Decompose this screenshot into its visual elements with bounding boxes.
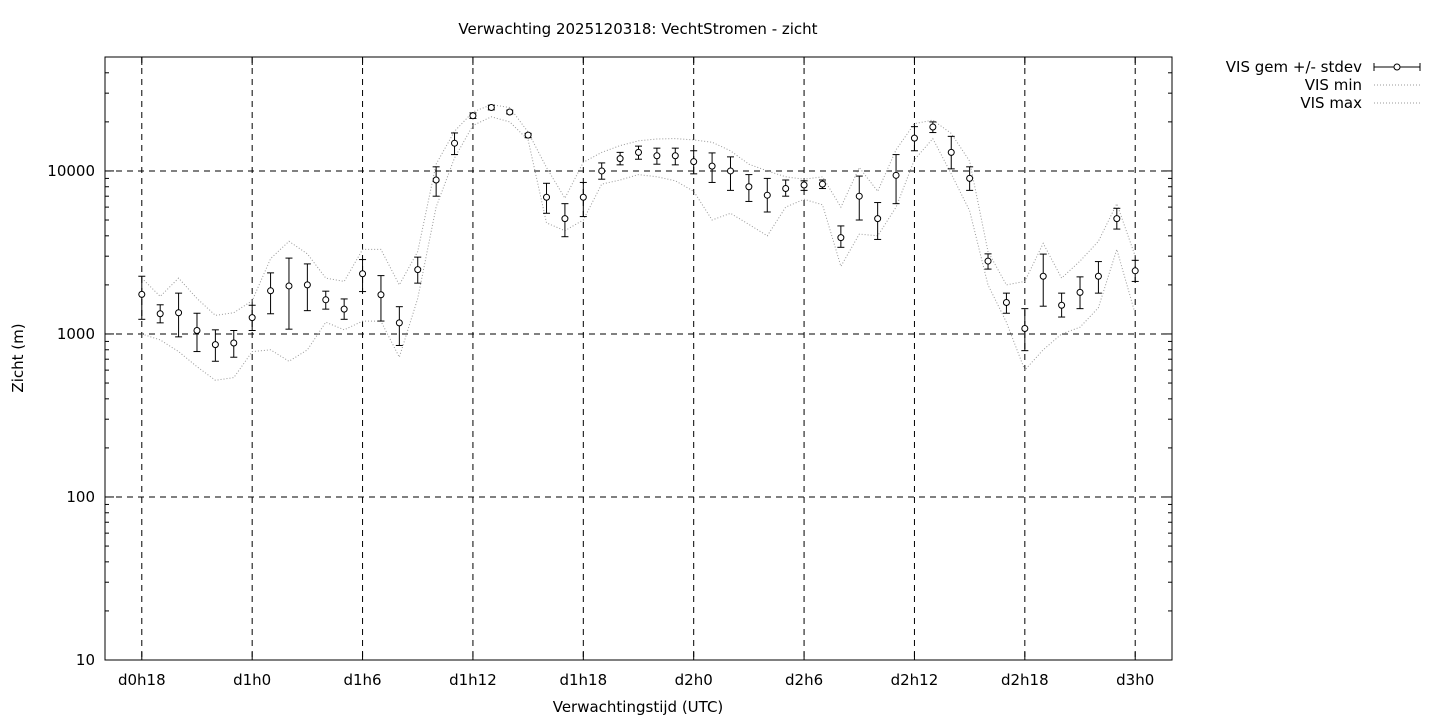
data-point xyxy=(340,305,348,313)
y-axis-label: Zicht (m) xyxy=(9,323,27,392)
data-point xyxy=(616,155,624,163)
data-point xyxy=(929,123,937,131)
data-point xyxy=(506,108,514,116)
data-point xyxy=(818,180,826,188)
data-point xyxy=(561,215,569,223)
data-point xyxy=(690,158,698,166)
data-point xyxy=(653,152,661,160)
series-line-vis-max xyxy=(141,104,1136,316)
data-point xyxy=(267,287,275,295)
data-point xyxy=(726,167,734,175)
series-line-vis-min xyxy=(141,116,1136,381)
data-point xyxy=(524,131,532,139)
data-point xyxy=(414,266,422,274)
data-point xyxy=(598,167,606,175)
data-point xyxy=(763,191,771,199)
data-point xyxy=(487,104,495,112)
data-point xyxy=(947,148,955,156)
y-tick-label: 10 xyxy=(76,651,95,669)
data-point xyxy=(451,139,459,147)
data-point xyxy=(285,282,293,290)
data-point xyxy=(671,152,679,160)
data-point xyxy=(543,193,551,201)
chart-title: Verwachting 2025120318: VechtStromen - z… xyxy=(458,20,817,38)
data-point xyxy=(1076,288,1084,296)
legend-label: VIS max xyxy=(1300,94,1362,112)
min-max-lines xyxy=(141,104,1136,381)
data-point xyxy=(377,291,385,299)
data-point xyxy=(1021,325,1029,333)
data-point xyxy=(1094,272,1102,280)
data-point xyxy=(395,319,403,327)
data-point xyxy=(1002,298,1010,306)
legend-label: VIS gem +/- stdev xyxy=(1226,58,1362,76)
data-point xyxy=(175,309,183,317)
x-tick-label: d1h12 xyxy=(449,671,497,689)
x-tick-labels: d0h18 d1h0 d1h6 d1h12 d1h18 d2h0 d2h6 d2h12 d2h1… xyxy=(118,671,1154,689)
data-point xyxy=(579,193,587,201)
data-point xyxy=(303,281,311,289)
data-point xyxy=(322,296,330,304)
grid-lines xyxy=(105,57,1172,660)
plot-area-frame xyxy=(104,56,1173,661)
data-point xyxy=(211,341,219,349)
x-tick-label: d2h0 xyxy=(675,671,713,689)
data-point xyxy=(874,215,882,223)
x-axis-label: Verwachtingstijd (UTC) xyxy=(553,698,724,716)
x-tick-label: d2h6 xyxy=(785,671,823,689)
x-tick-label: d0h18 xyxy=(118,671,166,689)
data-point xyxy=(708,162,716,170)
data-point xyxy=(635,148,642,156)
data-point xyxy=(359,270,367,278)
data-point xyxy=(469,112,477,120)
y-tick-labels: 10 100 1000 10000 xyxy=(47,162,95,669)
data-point xyxy=(837,234,845,242)
y-tick-label: 1000 xyxy=(57,325,95,343)
data-point xyxy=(910,134,918,142)
x-tick-label: d1h0 xyxy=(233,671,271,689)
data-point xyxy=(800,181,808,189)
x-tick-label: d1h18 xyxy=(559,671,607,689)
data-point xyxy=(892,171,900,179)
data-point xyxy=(1058,301,1066,309)
axis-ticks xyxy=(105,56,1172,661)
data-point xyxy=(230,339,238,347)
y-tick-label: 100 xyxy=(66,488,95,506)
data-point xyxy=(1113,215,1121,223)
y-tick-label: 10000 xyxy=(47,162,95,180)
data-point xyxy=(156,310,164,318)
legend-label: VIS min xyxy=(1305,76,1362,94)
data-point xyxy=(193,327,201,335)
data-point xyxy=(1039,272,1047,280)
data-point xyxy=(745,183,753,191)
data-point xyxy=(855,192,863,200)
data-point xyxy=(248,314,256,322)
legend-sample-point xyxy=(1393,63,1401,71)
x-tick-label: d3h0 xyxy=(1116,671,1154,689)
data-point xyxy=(1131,267,1139,275)
data-point xyxy=(138,290,146,298)
x-tick-label: d2h18 xyxy=(1001,671,1049,689)
data-point xyxy=(432,176,440,184)
x-tick-label: d2h12 xyxy=(891,671,939,689)
data-point xyxy=(984,257,992,265)
x-tick-label: d1h6 xyxy=(343,671,381,689)
mean-points xyxy=(138,104,1139,362)
data-point xyxy=(966,174,974,182)
data-point xyxy=(782,185,790,193)
